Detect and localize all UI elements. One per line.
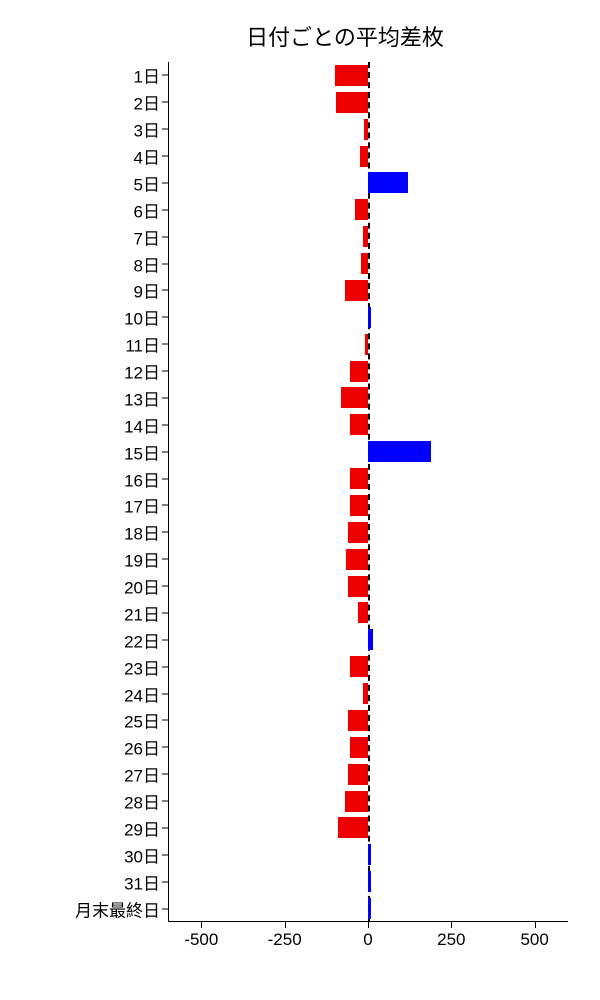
bar: [358, 602, 368, 623]
bar: [368, 441, 431, 462]
y-label: 15日: [124, 439, 160, 464]
bar: [364, 119, 368, 140]
x-tick: [535, 922, 536, 928]
bar: [341, 387, 368, 408]
bar: [350, 361, 368, 382]
y-label: 8日: [134, 251, 160, 276]
chart-title: 日付ごとの平均差枚: [110, 20, 580, 52]
y-label: 22日: [124, 627, 160, 652]
y-label: 18日: [124, 520, 160, 545]
bar: [350, 656, 368, 677]
bar: [348, 710, 368, 731]
chart-container: 日付ごとの平均差枚 1日2日3日4日5日6日7日8日9日10日11日12日13日…: [50, 20, 580, 980]
y-label: 31日: [124, 869, 160, 894]
x-label: 500: [520, 930, 548, 950]
y-label: 20日: [124, 574, 160, 599]
bar: [368, 172, 408, 193]
bar: [368, 871, 371, 892]
bar: [348, 764, 368, 785]
x-label: -250: [268, 930, 302, 950]
y-label: 21日: [124, 600, 160, 625]
y-label: 7日: [134, 224, 160, 249]
bar: [368, 898, 371, 919]
y-label: 19日: [124, 547, 160, 572]
x-label: 250: [437, 930, 465, 950]
y-label: 10日: [124, 305, 160, 330]
x-tick: [201, 922, 202, 928]
y-label: 24日: [124, 681, 160, 706]
y-label: 28日: [124, 789, 160, 814]
y-axis-labels: 1日2日3日4日5日6日7日8日9日10日11日12日13日14日15日16日1…: [50, 62, 168, 922]
bar: [345, 280, 368, 301]
y-label: 30日: [124, 842, 160, 867]
x-axis-labels: -500 -250 0 250 500: [168, 922, 568, 952]
bar: [336, 92, 368, 113]
bar: [348, 522, 368, 543]
y-label: 14日: [124, 412, 160, 437]
y-label: 16日: [124, 466, 160, 491]
y-label: 17日: [124, 493, 160, 518]
bar: [363, 226, 368, 247]
bar: [368, 844, 371, 865]
x-label: 0: [363, 930, 372, 950]
bar: [363, 683, 368, 704]
y-label: 5日: [134, 170, 160, 195]
bars-area: [168, 62, 568, 922]
y-label: 12日: [124, 359, 160, 384]
plot-area: 1日2日3日4日5日6日7日8日9日10日11日12日13日14日15日16日1…: [50, 62, 580, 922]
x-tick: [368, 922, 369, 928]
x-tick: [451, 922, 452, 928]
bar: [350, 468, 368, 489]
bar: [365, 334, 368, 355]
bar: [360, 146, 368, 167]
y-label: 3日: [134, 117, 160, 142]
y-label: 4日: [134, 144, 160, 169]
bar: [368, 307, 371, 328]
bar: [350, 414, 368, 435]
x-label: -500: [184, 930, 218, 950]
bar: [345, 791, 368, 812]
y-label: 11日: [125, 332, 160, 357]
bar: [350, 495, 368, 516]
y-label: 6日: [134, 197, 160, 222]
bar: [350, 737, 368, 758]
y-label: 9日: [134, 278, 160, 303]
y-label: 2日: [134, 90, 160, 115]
bar: [361, 253, 368, 274]
bar: [338, 817, 368, 838]
y-label: 13日: [124, 385, 160, 410]
bar: [348, 576, 368, 597]
x-tick: [285, 922, 286, 928]
bar: [355, 199, 368, 220]
y-axis-line: [168, 62, 169, 922]
bar: [335, 65, 368, 86]
y-label: 29日: [124, 815, 160, 840]
y-label: 月末最終日: [75, 896, 160, 921]
y-label: 27日: [124, 762, 160, 787]
y-label: 26日: [124, 735, 160, 760]
y-label: 25日: [124, 708, 160, 733]
y-label: 23日: [124, 654, 160, 679]
bar: [368, 629, 373, 650]
bar: [346, 549, 368, 570]
y-label: 1日: [134, 63, 160, 88]
